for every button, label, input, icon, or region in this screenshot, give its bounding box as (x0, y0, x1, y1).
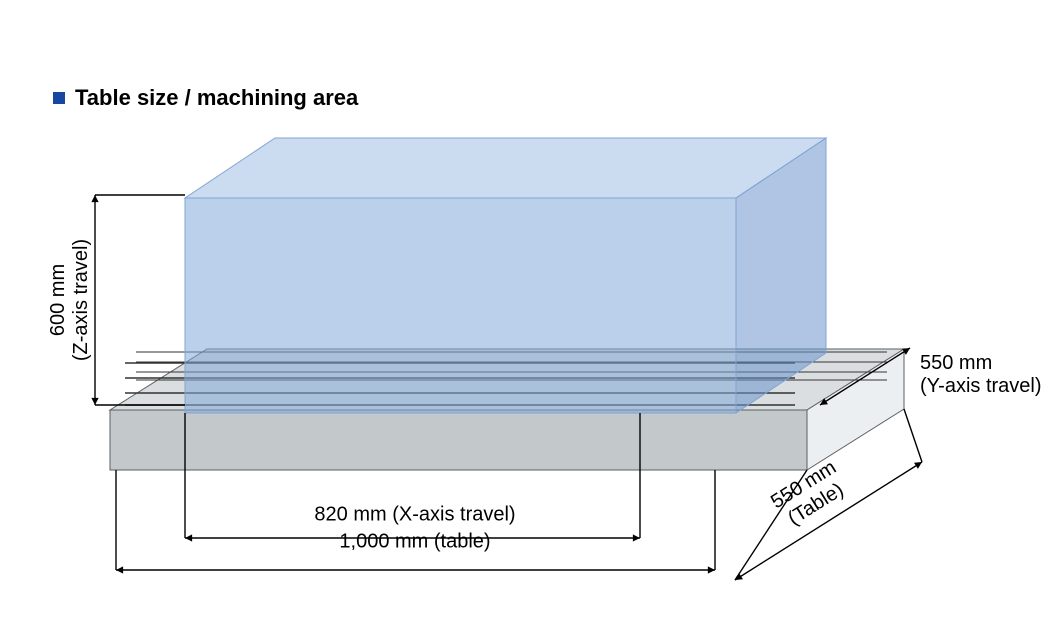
z-axis-value: 600 mm (47, 239, 70, 361)
x-travel-label: 820 mm (X-axis travel) (314, 504, 515, 527)
isometric-diagram (0, 0, 1060, 632)
y-travel-value: 550 mm (920, 352, 1042, 375)
y-travel-label: 550 mm (Y-axis travel) (920, 352, 1042, 398)
y-travel-desc: (Y-axis travel) (920, 375, 1042, 398)
diagram-stage: Table size / machining area 600 mm (Z-ax… (0, 0, 1060, 632)
z-axis-desc: (Z-axis travel) (70, 239, 93, 361)
x-table-label: 1,000 mm (table) (339, 531, 490, 554)
z-axis-label: 600 mm (Z-axis travel) (47, 239, 93, 361)
